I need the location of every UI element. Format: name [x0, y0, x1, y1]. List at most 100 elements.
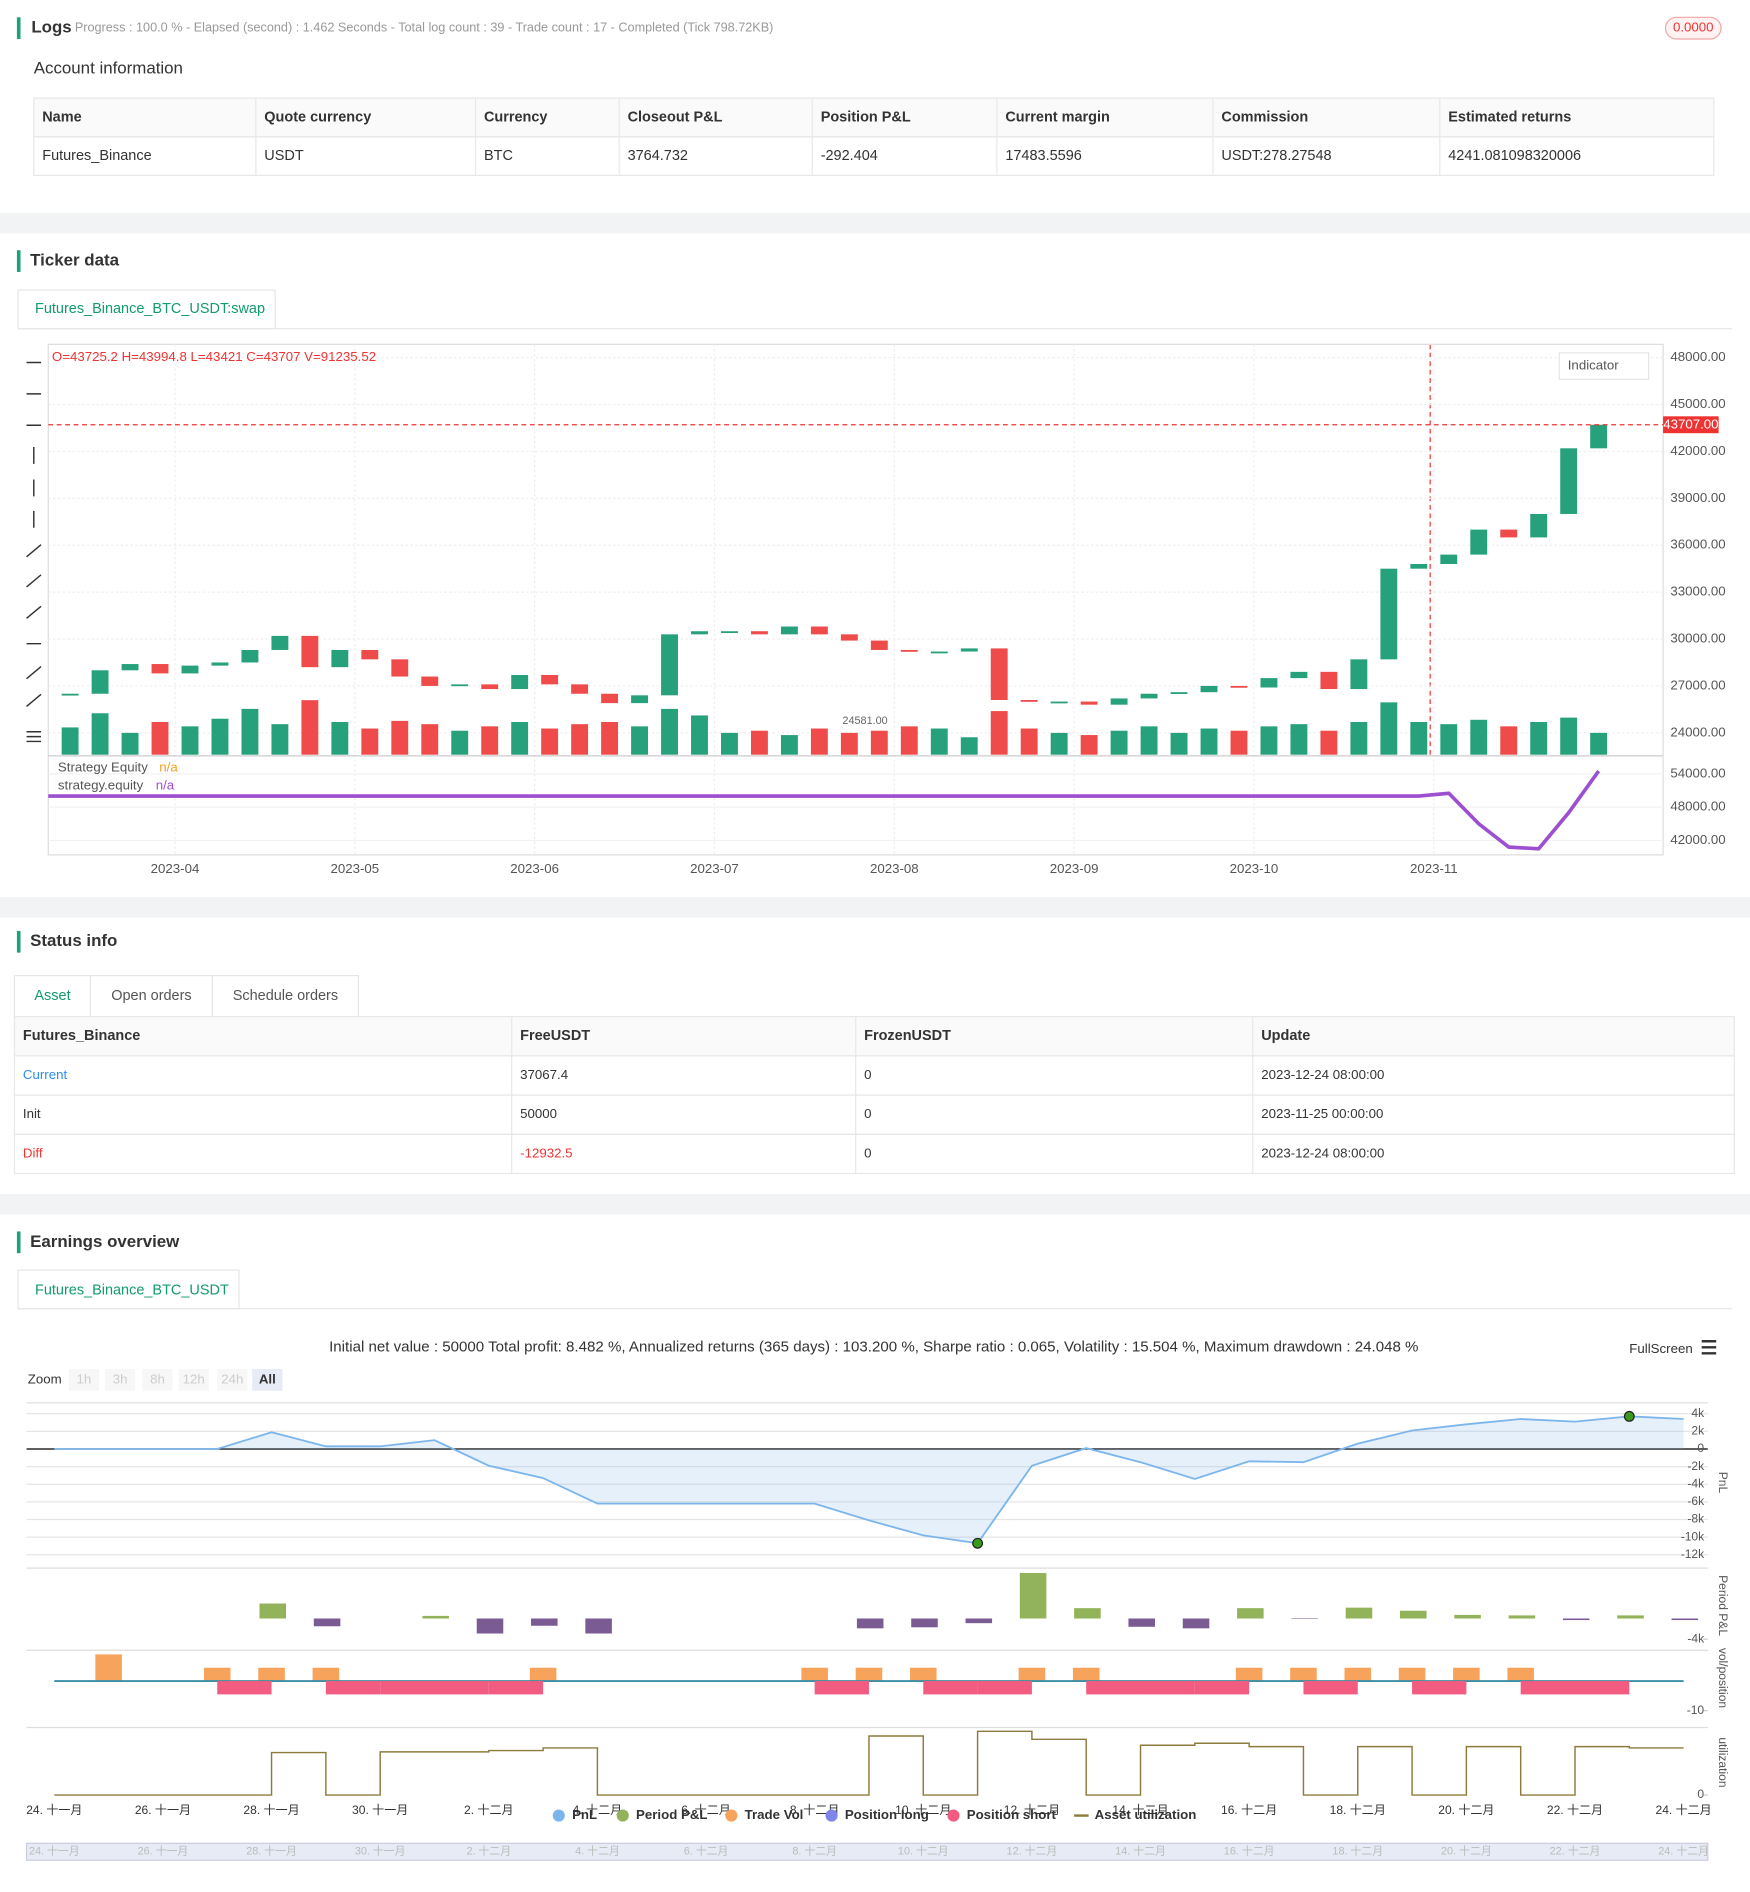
period-bar: [585, 1618, 612, 1634]
legend-label[interactable]: Position short: [967, 1807, 1057, 1822]
tool-icons[interactable]: [26, 361, 42, 743]
period-bar: [965, 1618, 993, 1624]
table-row: [13, 1055, 1735, 1096]
zoom-button-label[interactable]: 8h: [150, 1371, 165, 1386]
trade-vol-bar: [910, 1667, 937, 1682]
zoom-button[interactable]: [105, 1369, 136, 1391]
candle: [631, 695, 649, 704]
zoom-button[interactable]: [142, 1369, 173, 1391]
tab-label[interactable]: Asset: [34, 988, 70, 1004]
candle: [1170, 692, 1188, 694]
volume-bar: [721, 732, 738, 755]
candle: [810, 626, 828, 635]
x-tick-label: 18. 十二月: [1330, 1803, 1386, 1817]
period-bar: [911, 1618, 938, 1628]
volume-bar: [1110, 730, 1128, 755]
column-header: Quote currency: [264, 109, 371, 125]
x-tick-label: 24. 十一月: [26, 1803, 82, 1817]
legend-label[interactable]: Period P&L: [636, 1807, 708, 1822]
zoom-button[interactable]: [217, 1369, 248, 1391]
volume-bar: [211, 718, 229, 755]
cell: USDT: [264, 148, 304, 164]
toolbar: [26, 361, 42, 743]
legend-value: n/a: [156, 778, 175, 793]
candle: [721, 631, 738, 634]
navigator-label: 24. 十二月: [1658, 1844, 1709, 1858]
volume-bar: [1440, 724, 1458, 755]
volume-bar: [1050, 732, 1068, 755]
tab-label[interactable]: Schedule orders: [233, 988, 338, 1004]
candle: [451, 684, 469, 687]
tab[interactable]: [13, 974, 92, 1018]
fullscreen-button[interactable]: FullScreen: [1629, 1341, 1692, 1356]
legend-label[interactable]: Position long: [845, 1807, 929, 1822]
legend-label[interactable]: PnL: [572, 1807, 597, 1822]
volume-bar: [1380, 702, 1398, 755]
zoom-button-label[interactable]: 12h: [183, 1371, 205, 1386]
tab-label[interactable]: Open orders: [111, 988, 191, 1004]
volume-bar: [900, 726, 918, 755]
x-tick-label: 26. 十一月: [135, 1803, 191, 1817]
volume-bar: [541, 728, 559, 755]
zoom-button-label[interactable]: 24h: [221, 1371, 243, 1386]
zoom-button[interactable]: [68, 1369, 99, 1391]
section-title: Logs: [31, 18, 71, 37]
period-bar: [1237, 1608, 1264, 1619]
column-header: Estimated returns: [1448, 109, 1571, 125]
volume-bar: [1500, 726, 1518, 755]
zoom-button-label[interactable]: 1h: [76, 1371, 91, 1386]
position-short-bar: [1412, 1681, 1467, 1695]
tab[interactable]: [89, 974, 214, 1018]
candle: [691, 631, 708, 635]
candle: [900, 649, 918, 652]
y-tick-label: 36000.00: [1670, 537, 1725, 552]
x-tick-label: 4. 十二月: [573, 1803, 623, 1817]
volume-bar: [121, 732, 139, 755]
y-tick-label: 27000.00: [1670, 677, 1725, 692]
column-header: FrozenUSDT: [864, 1028, 951, 1044]
candle: [1050, 701, 1068, 704]
cell: Futures_Binance: [42, 148, 151, 164]
zoom-button-label[interactable]: 3h: [113, 1371, 128, 1386]
tab[interactable]: [17, 1269, 240, 1310]
volume-bar: [1020, 728, 1038, 755]
legend-label[interactable]: Asset utilization: [1095, 1807, 1197, 1822]
tab-label[interactable]: Futures_Binance_BTC_USDT: [35, 1282, 229, 1298]
tab-label[interactable]: Futures_Binance_BTC_USDT:swap: [35, 301, 265, 317]
position-short-bar: [217, 1681, 272, 1695]
menu-icon[interactable]: [1701, 1340, 1717, 1355]
tab[interactable]: [211, 974, 360, 1018]
x-tick-label: 12. 十二月: [1004, 1803, 1060, 1817]
volume-bar: [421, 724, 439, 755]
pnl-line: [54, 1415, 1684, 1545]
zoom-button[interactable]: [252, 1369, 283, 1391]
tab[interactable]: [17, 289, 276, 330]
x-tick-label: 28. 十一月: [243, 1803, 299, 1817]
volume-bar: [511, 721, 529, 755]
column-header: Currency: [484, 109, 548, 125]
volume-bar: [1320, 730, 1338, 755]
y-tick-label: 2k: [1691, 1424, 1705, 1438]
y-tick-label: -12k: [1681, 1547, 1705, 1561]
candle: [181, 665, 199, 674]
candle: [1320, 671, 1338, 690]
position-short-bar: [1086, 1681, 1141, 1695]
utilization-line: [54, 1730, 1684, 1796]
volume-bar: [61, 727, 79, 755]
indicator-label[interactable]: Indicator: [1568, 358, 1619, 373]
zoom-button-label[interactable]: All: [259, 1371, 276, 1386]
candle: [1110, 698, 1128, 705]
column-header: Commission: [1221, 109, 1308, 125]
volume-bar: [331, 721, 349, 755]
volume-bar: [1290, 724, 1308, 755]
legend-label[interactable]: Trade Vol: [745, 1807, 804, 1822]
period-bar: [1345, 1607, 1373, 1619]
column-header: Current margin: [1005, 109, 1110, 125]
zoom-button[interactable]: [178, 1369, 209, 1391]
candle: [1440, 554, 1458, 564]
period-bar: [1508, 1615, 1536, 1619]
indicator-button[interactable]: [1558, 352, 1650, 380]
period-bar: [259, 1603, 287, 1619]
cell: Init: [23, 1106, 41, 1121]
candle: [1590, 424, 1608, 449]
